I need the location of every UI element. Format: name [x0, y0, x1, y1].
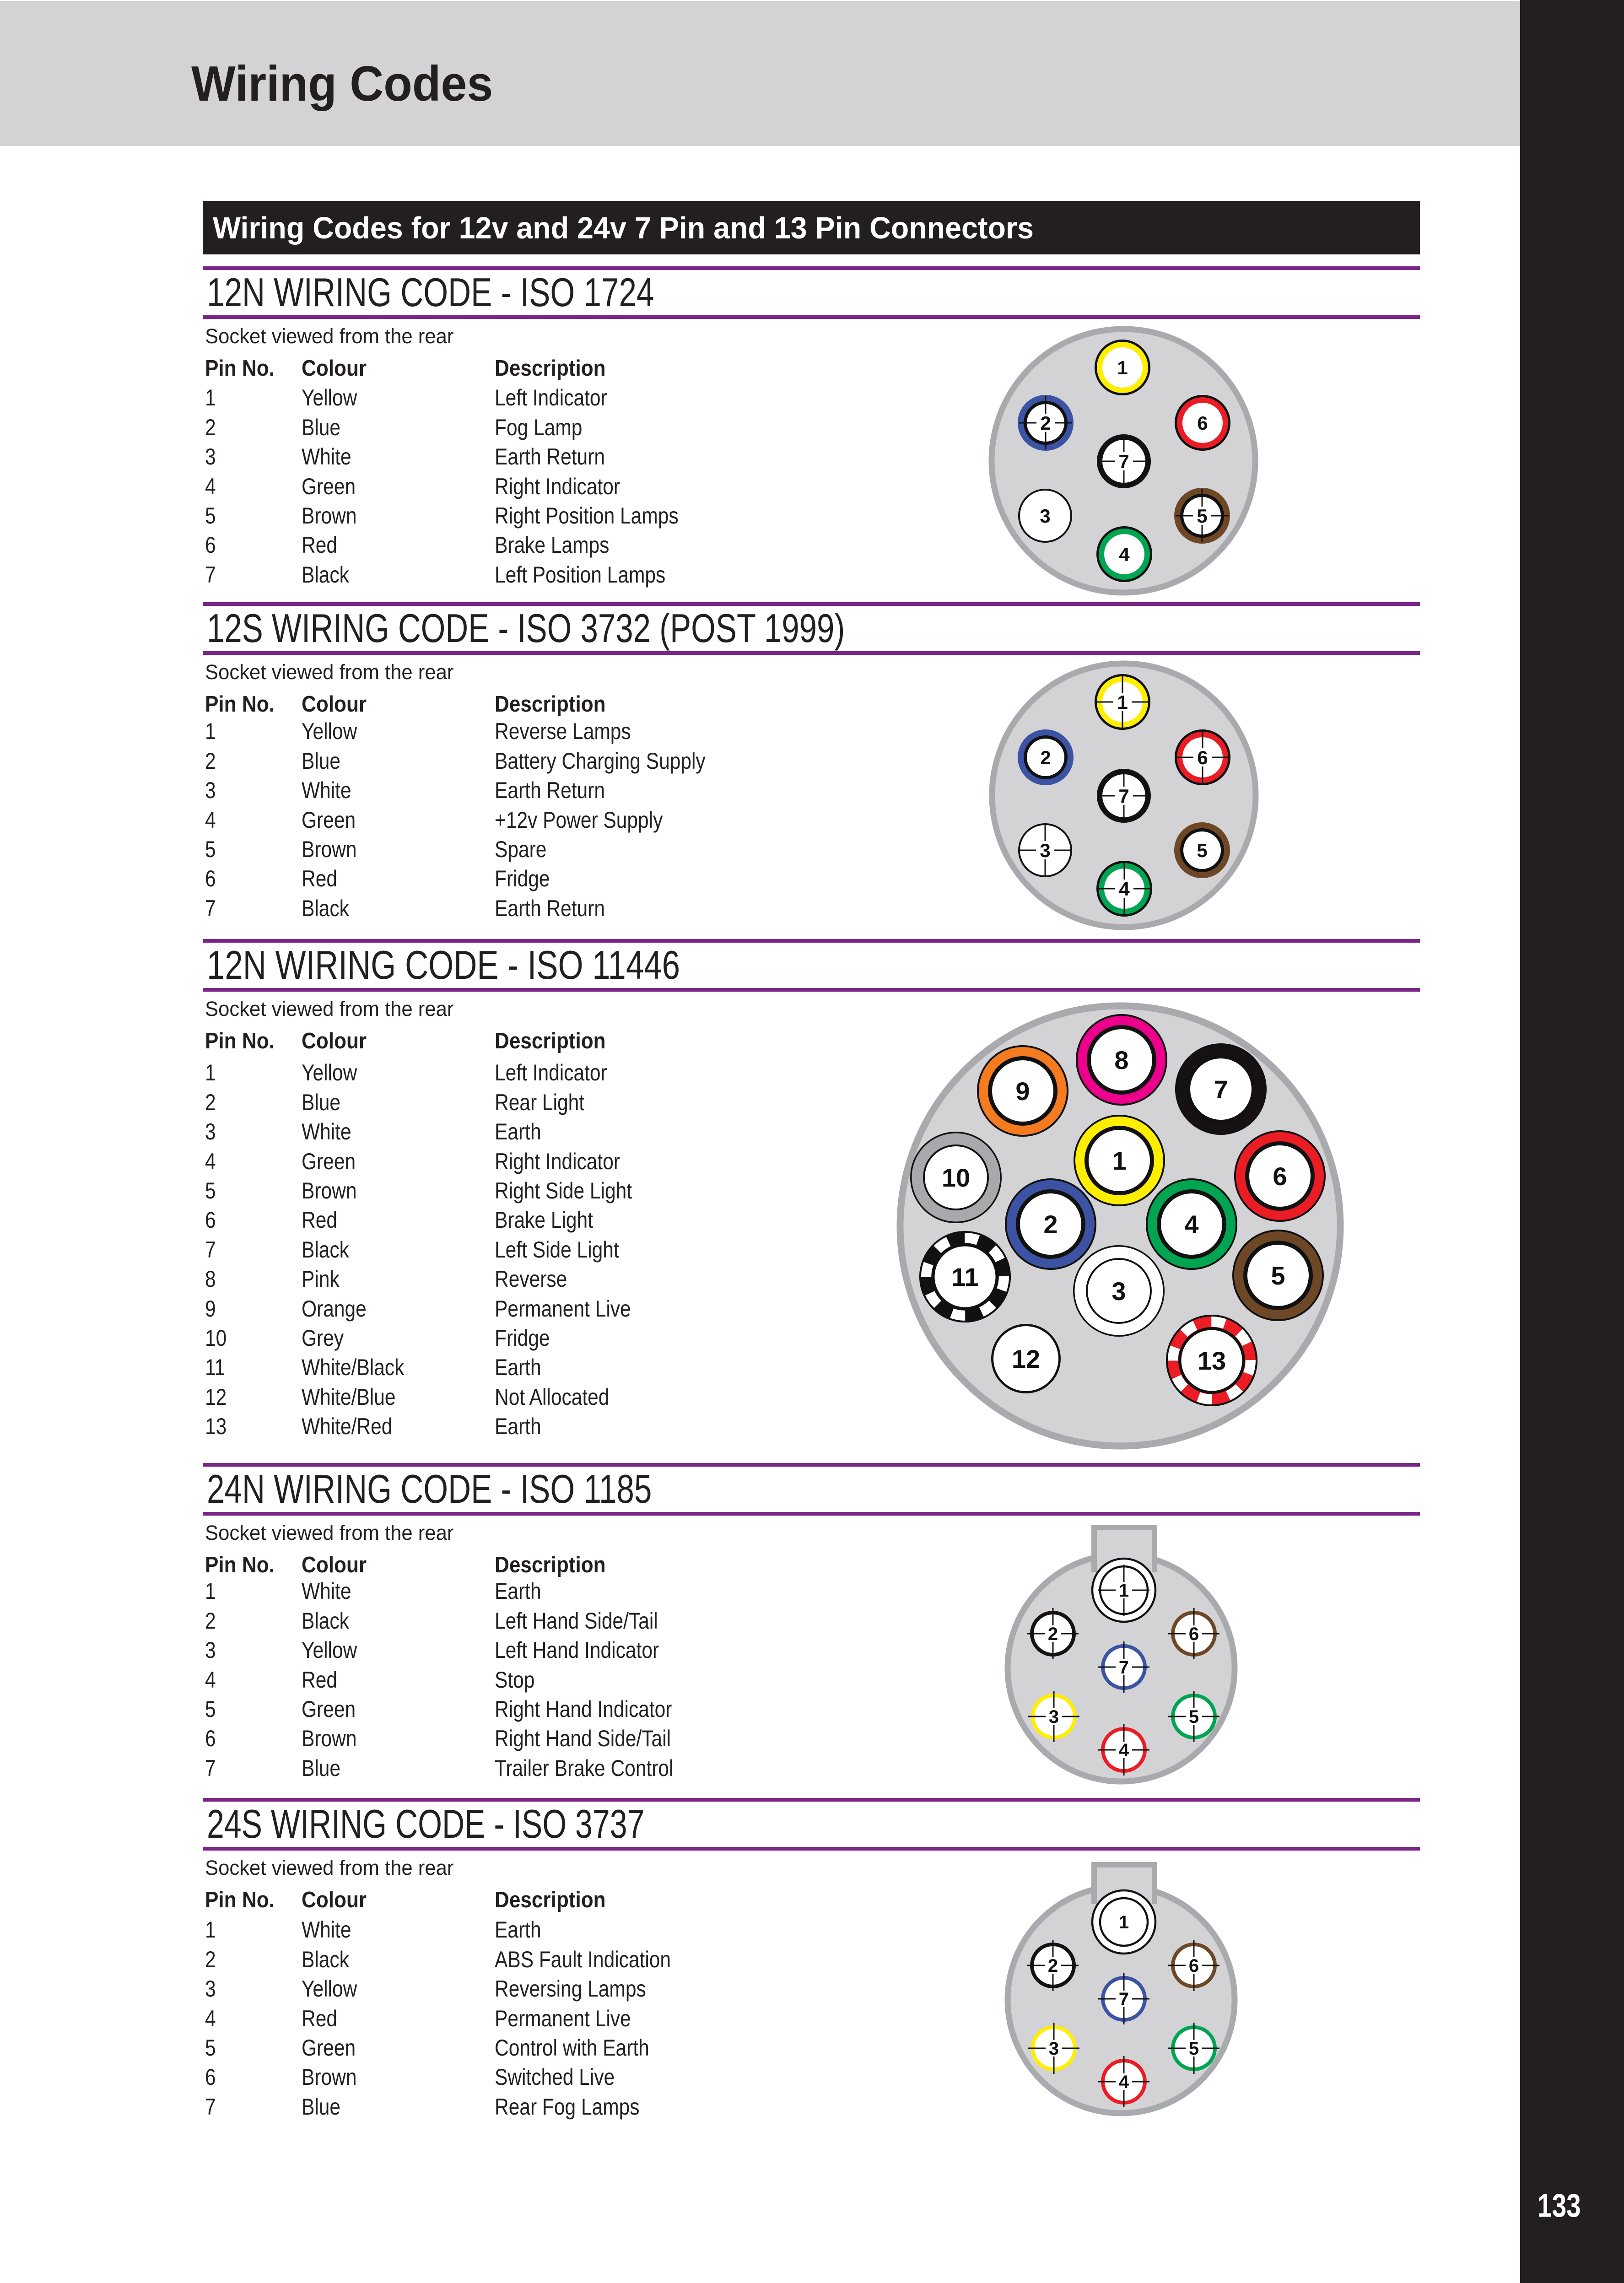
svg-text:10: 10	[942, 1163, 970, 1192]
svg-text:2: 2	[1040, 747, 1051, 768]
svg-text:7: 7	[1119, 1657, 1129, 1678]
svg-text:3: 3	[1111, 1277, 1126, 1306]
svg-text:8: 8	[1114, 1046, 1128, 1074]
svg-text:5: 5	[1189, 2039, 1199, 2059]
svg-text:1: 1	[1117, 691, 1128, 713]
svg-text:6: 6	[1189, 1956, 1199, 1976]
svg-text:5: 5	[1271, 1261, 1285, 1290]
svg-text:11: 11	[951, 1263, 978, 1291]
svg-text:5: 5	[1189, 1707, 1199, 1727]
svg-text:2: 2	[1048, 1624, 1058, 1644]
svg-text:7: 7	[1119, 1989, 1129, 2009]
svg-text:2: 2	[1048, 1956, 1058, 1976]
svg-text:6: 6	[1273, 1162, 1287, 1191]
svg-text:4: 4	[1119, 2072, 1129, 2092]
svg-text:6: 6	[1197, 747, 1208, 768]
svg-text:13: 13	[1198, 1346, 1226, 1375]
svg-text:9: 9	[1015, 1077, 1030, 1106]
svg-text:4: 4	[1119, 1740, 1129, 1760]
svg-text:1: 1	[1112, 1146, 1126, 1175]
svg-text:2: 2	[1043, 1210, 1057, 1239]
svg-text:4: 4	[1119, 544, 1130, 565]
svg-text:12: 12	[1012, 1344, 1040, 1373]
svg-text:6: 6	[1189, 1624, 1199, 1644]
svg-text:2: 2	[1040, 412, 1051, 434]
svg-text:6: 6	[1197, 412, 1208, 434]
svg-text:5: 5	[1197, 840, 1207, 861]
svg-text:1: 1	[1117, 357, 1128, 378]
svg-text:7: 7	[1118, 785, 1129, 807]
svg-text:4: 4	[1184, 1210, 1198, 1239]
svg-text:4: 4	[1119, 878, 1130, 900]
svg-text:1: 1	[1119, 1581, 1129, 1601]
svg-text:3: 3	[1049, 1707, 1059, 1727]
svg-text:3: 3	[1040, 505, 1050, 527]
svg-text:5: 5	[1197, 505, 1207, 527]
svg-text:3: 3	[1049, 2039, 1059, 2059]
svg-text:3: 3	[1040, 840, 1050, 861]
svg-text:7: 7	[1118, 451, 1129, 472]
svg-text:7: 7	[1214, 1075, 1228, 1104]
svg-text:1: 1	[1119, 1912, 1129, 1932]
